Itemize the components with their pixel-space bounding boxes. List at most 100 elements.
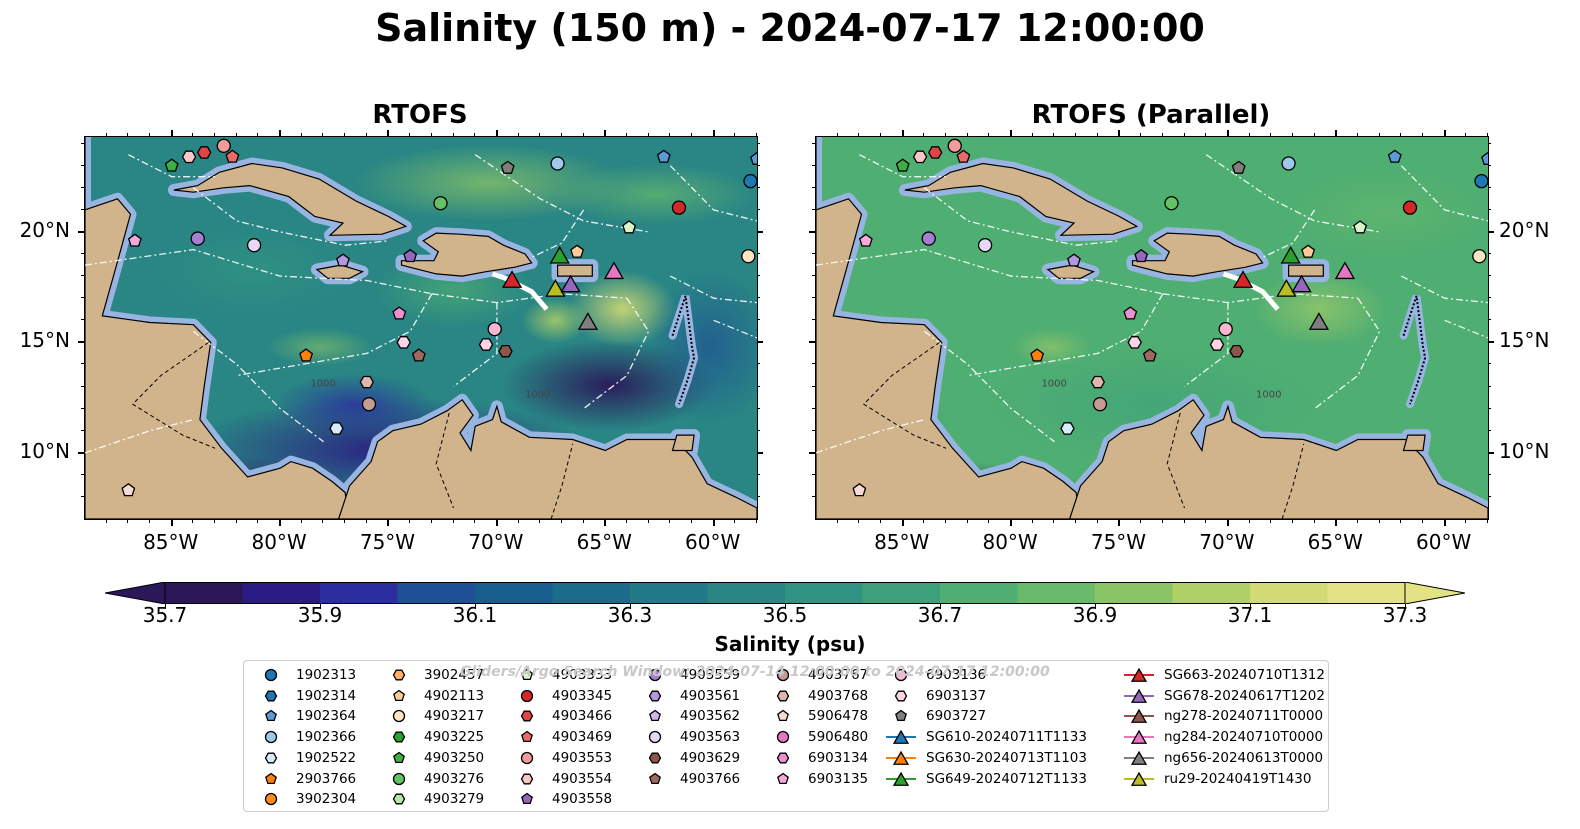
legend-entry: ng284-20240710T0000	[1122, 727, 1323, 747]
float-marker[interactable]	[1334, 261, 1356, 280]
circle-marker-icon	[520, 751, 534, 764]
lon-tick	[452, 519, 454, 523]
lon-tick	[300, 519, 302, 523]
colorbar-tick	[165, 604, 166, 609]
float-marker[interactable]	[478, 338, 494, 351]
float-marker[interactable]	[121, 482, 136, 497]
float-marker[interactable]	[1092, 397, 1108, 412]
float-marker[interactable]	[1402, 200, 1418, 215]
float-marker[interactable]	[498, 344, 513, 358]
float-marker[interactable]	[225, 149, 240, 163]
float-marker[interactable]	[1060, 422, 1075, 435]
float-marker[interactable]	[361, 397, 377, 412]
float-marker[interactable]	[1209, 338, 1225, 351]
float-marker[interactable]	[336, 253, 350, 267]
float-marker[interactable]	[743, 174, 757, 189]
lon-tick	[604, 519, 607, 526]
float-marker[interactable]	[570, 244, 585, 258]
legend-label: ru29-20240419T1430	[1164, 770, 1312, 787]
float-marker[interactable]	[1123, 306, 1138, 320]
float-marker[interactable]	[560, 274, 581, 293]
lat-tick	[78, 451, 84, 454]
float-marker[interactable]	[1229, 344, 1244, 358]
float-marker[interactable]	[852, 482, 867, 497]
float-marker[interactable]	[1090, 375, 1106, 389]
float-marker[interactable]	[1472, 249, 1487, 264]
float-marker[interactable]	[977, 238, 993, 253]
float-marker[interactable]	[1067, 253, 1081, 267]
lat-tick	[81, 319, 84, 321]
float-marker[interactable]	[433, 196, 448, 211]
float-marker[interactable]	[403, 248, 418, 263]
legend-label: 4903563	[680, 729, 741, 746]
float-marker[interactable]	[921, 231, 936, 246]
float-marker[interactable]	[577, 312, 599, 330]
float-marker[interactable]	[603, 261, 625, 280]
float-marker[interactable]	[1353, 220, 1368, 234]
legend-label: 5906478	[808, 708, 869, 725]
legend-entry: 4903562	[638, 706, 740, 726]
map-panel-parallel[interactable]: 1000 1000	[815, 136, 1489, 520]
lat-tick	[81, 495, 84, 497]
float-marker[interactable]	[741, 249, 756, 264]
float-marker[interactable]	[487, 321, 502, 337]
legend-label: 4903250	[424, 749, 485, 766]
float-marker[interactable]	[956, 149, 971, 163]
float-marker[interactable]	[181, 150, 197, 164]
float-marker[interactable]	[246, 238, 262, 253]
float-marker[interactable]	[127, 233, 142, 247]
float-marker[interactable]	[1281, 156, 1296, 171]
lon-tick-top	[1248, 133, 1250, 136]
float-marker[interactable]	[895, 158, 910, 172]
legend-entry: SG663-20240710T1312	[1122, 665, 1325, 685]
float-marker[interactable]	[912, 150, 928, 164]
float-marker[interactable]	[329, 422, 344, 435]
float-marker[interactable]	[1134, 248, 1149, 263]
float-marker[interactable]	[396, 336, 411, 349]
float-marker[interactable]	[1232, 270, 1254, 288]
float-marker[interactable]	[392, 306, 407, 320]
float-marker[interactable]	[750, 151, 757, 165]
pentagon-marker-icon	[895, 710, 907, 722]
float-marker[interactable]	[622, 220, 637, 234]
float-marker[interactable]	[1387, 149, 1402, 163]
float-marker[interactable]	[927, 146, 943, 159]
float-marker[interactable]	[216, 138, 231, 153]
hexagon-marker-icon	[264, 752, 278, 764]
legend-label: 4902113	[424, 687, 485, 704]
float-marker[interactable]	[549, 245, 570, 264]
float-marker[interactable]	[858, 233, 873, 247]
float-marker[interactable]	[1291, 274, 1312, 293]
float-marker[interactable]	[1301, 244, 1316, 258]
float-marker[interactable]	[1481, 151, 1488, 165]
float-marker[interactable]	[1231, 160, 1246, 174]
float-marker[interactable]	[947, 138, 962, 153]
float-marker[interactable]	[545, 279, 566, 297]
float-marker[interactable]	[411, 348, 426, 362]
float-marker[interactable]	[1218, 321, 1233, 337]
float-marker[interactable]	[500, 160, 515, 174]
float-marker[interactable]	[359, 375, 375, 389]
circle-marker-icon	[648, 730, 662, 744]
legend-entry: 4903768	[766, 686, 868, 706]
legend-entry: 1902522	[254, 748, 356, 768]
float-marker[interactable]	[1474, 174, 1488, 189]
float-marker[interactable]	[164, 158, 179, 172]
float-marker[interactable]	[1164, 196, 1179, 211]
map-panel-rtofs[interactable]: 1000 1000	[84, 136, 758, 520]
float-marker[interactable]	[1276, 279, 1297, 297]
float-marker[interactable]	[1308, 312, 1330, 330]
float-marker[interactable]	[656, 149, 671, 163]
float-marker[interactable]	[196, 146, 212, 159]
float-marker[interactable]	[1142, 348, 1157, 362]
float-marker[interactable]	[1280, 245, 1301, 264]
float-marker[interactable]	[190, 231, 205, 246]
lat-tick	[81, 473, 84, 475]
float-marker[interactable]	[671, 200, 687, 215]
float-marker[interactable]	[1030, 348, 1045, 362]
float-marker[interactable]	[1127, 336, 1142, 349]
lat-tick	[812, 473, 815, 475]
float-marker[interactable]	[501, 270, 523, 288]
float-marker[interactable]	[299, 348, 314, 362]
float-marker[interactable]	[550, 156, 565, 171]
